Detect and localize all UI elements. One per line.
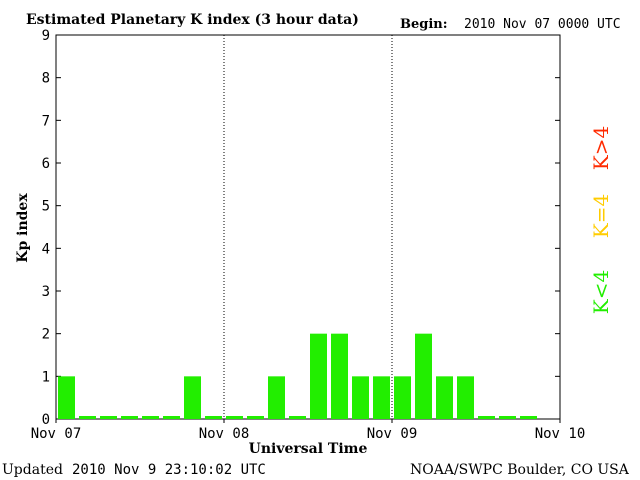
kp-bar (142, 416, 159, 419)
x-axis-ticks: Nov 07 Nov 08 Nov 09 Nov 10 (31, 419, 586, 442)
kp-bar (79, 416, 96, 419)
x-tick-label: Nov 10 (535, 426, 586, 442)
kp-bar (121, 416, 138, 419)
y-axis-label: Kp index (15, 193, 31, 263)
kp-bar (247, 416, 264, 419)
legend-item: K=4 (589, 194, 613, 238)
y-tick-label: 4 (42, 241, 50, 257)
begin-value: 2010 Nov 07 0000 UTC (464, 17, 621, 32)
y-tick-label: 9 (42, 28, 50, 44)
legend-item: K<4 (589, 270, 613, 314)
x-tick-label: Nov 09 (367, 426, 418, 442)
y-tick-label: 2 (42, 327, 50, 343)
y-tick-label: 5 (42, 199, 50, 215)
kp-bar (478, 416, 495, 419)
legend: K>4 K=4 K<4 (589, 126, 613, 314)
bar-series (58, 333, 537, 419)
kp-bar (268, 376, 285, 419)
begin-label: Begin: (400, 17, 448, 32)
kp-bar (499, 416, 516, 419)
day-dividers (223, 35, 393, 419)
updated-value: 2010 Nov 9 23:10:02 UTC (72, 462, 266, 478)
kp-bar (352, 376, 369, 419)
updated-label: Updated (2, 462, 63, 478)
kp-bar (184, 376, 201, 419)
kp-bar (58, 376, 75, 419)
kp-bar (436, 376, 453, 419)
kp-bar (163, 416, 180, 419)
kp-bar (331, 333, 348, 419)
legend-item: K>4 (589, 126, 613, 170)
kp-bar (457, 376, 474, 419)
kp-bar (394, 376, 411, 419)
y-tick-label: 7 (42, 113, 50, 129)
kp-bar (415, 333, 432, 419)
kp-bar (205, 416, 222, 419)
source-credit: NOAA/SWPC Boulder, CO USA (410, 462, 630, 478)
kp-bar (100, 416, 117, 419)
y-tick-label: 1 (42, 369, 50, 385)
chart-title: Estimated Planetary K index (3 hour data… (26, 12, 359, 28)
kp-bar (226, 416, 243, 419)
kp-bar (289, 416, 306, 419)
y-tick-label: 6 (42, 156, 50, 172)
y-tick-label: 3 (42, 284, 50, 300)
x-axis-label: Universal Time (249, 441, 368, 457)
y-tick-label: 0 (42, 412, 50, 428)
y-tick-label: 8 (42, 71, 50, 87)
kp-bar (310, 333, 327, 419)
x-tick-label: Nov 07 (31, 426, 82, 442)
kp-bar (520, 416, 537, 419)
plot-frame (55, 34, 561, 420)
kp-bar (373, 376, 390, 419)
y-axis-ticks: 0 1 2 3 4 5 6 7 8 9 (42, 28, 560, 428)
x-tick-label: Nov 08 (199, 426, 250, 442)
